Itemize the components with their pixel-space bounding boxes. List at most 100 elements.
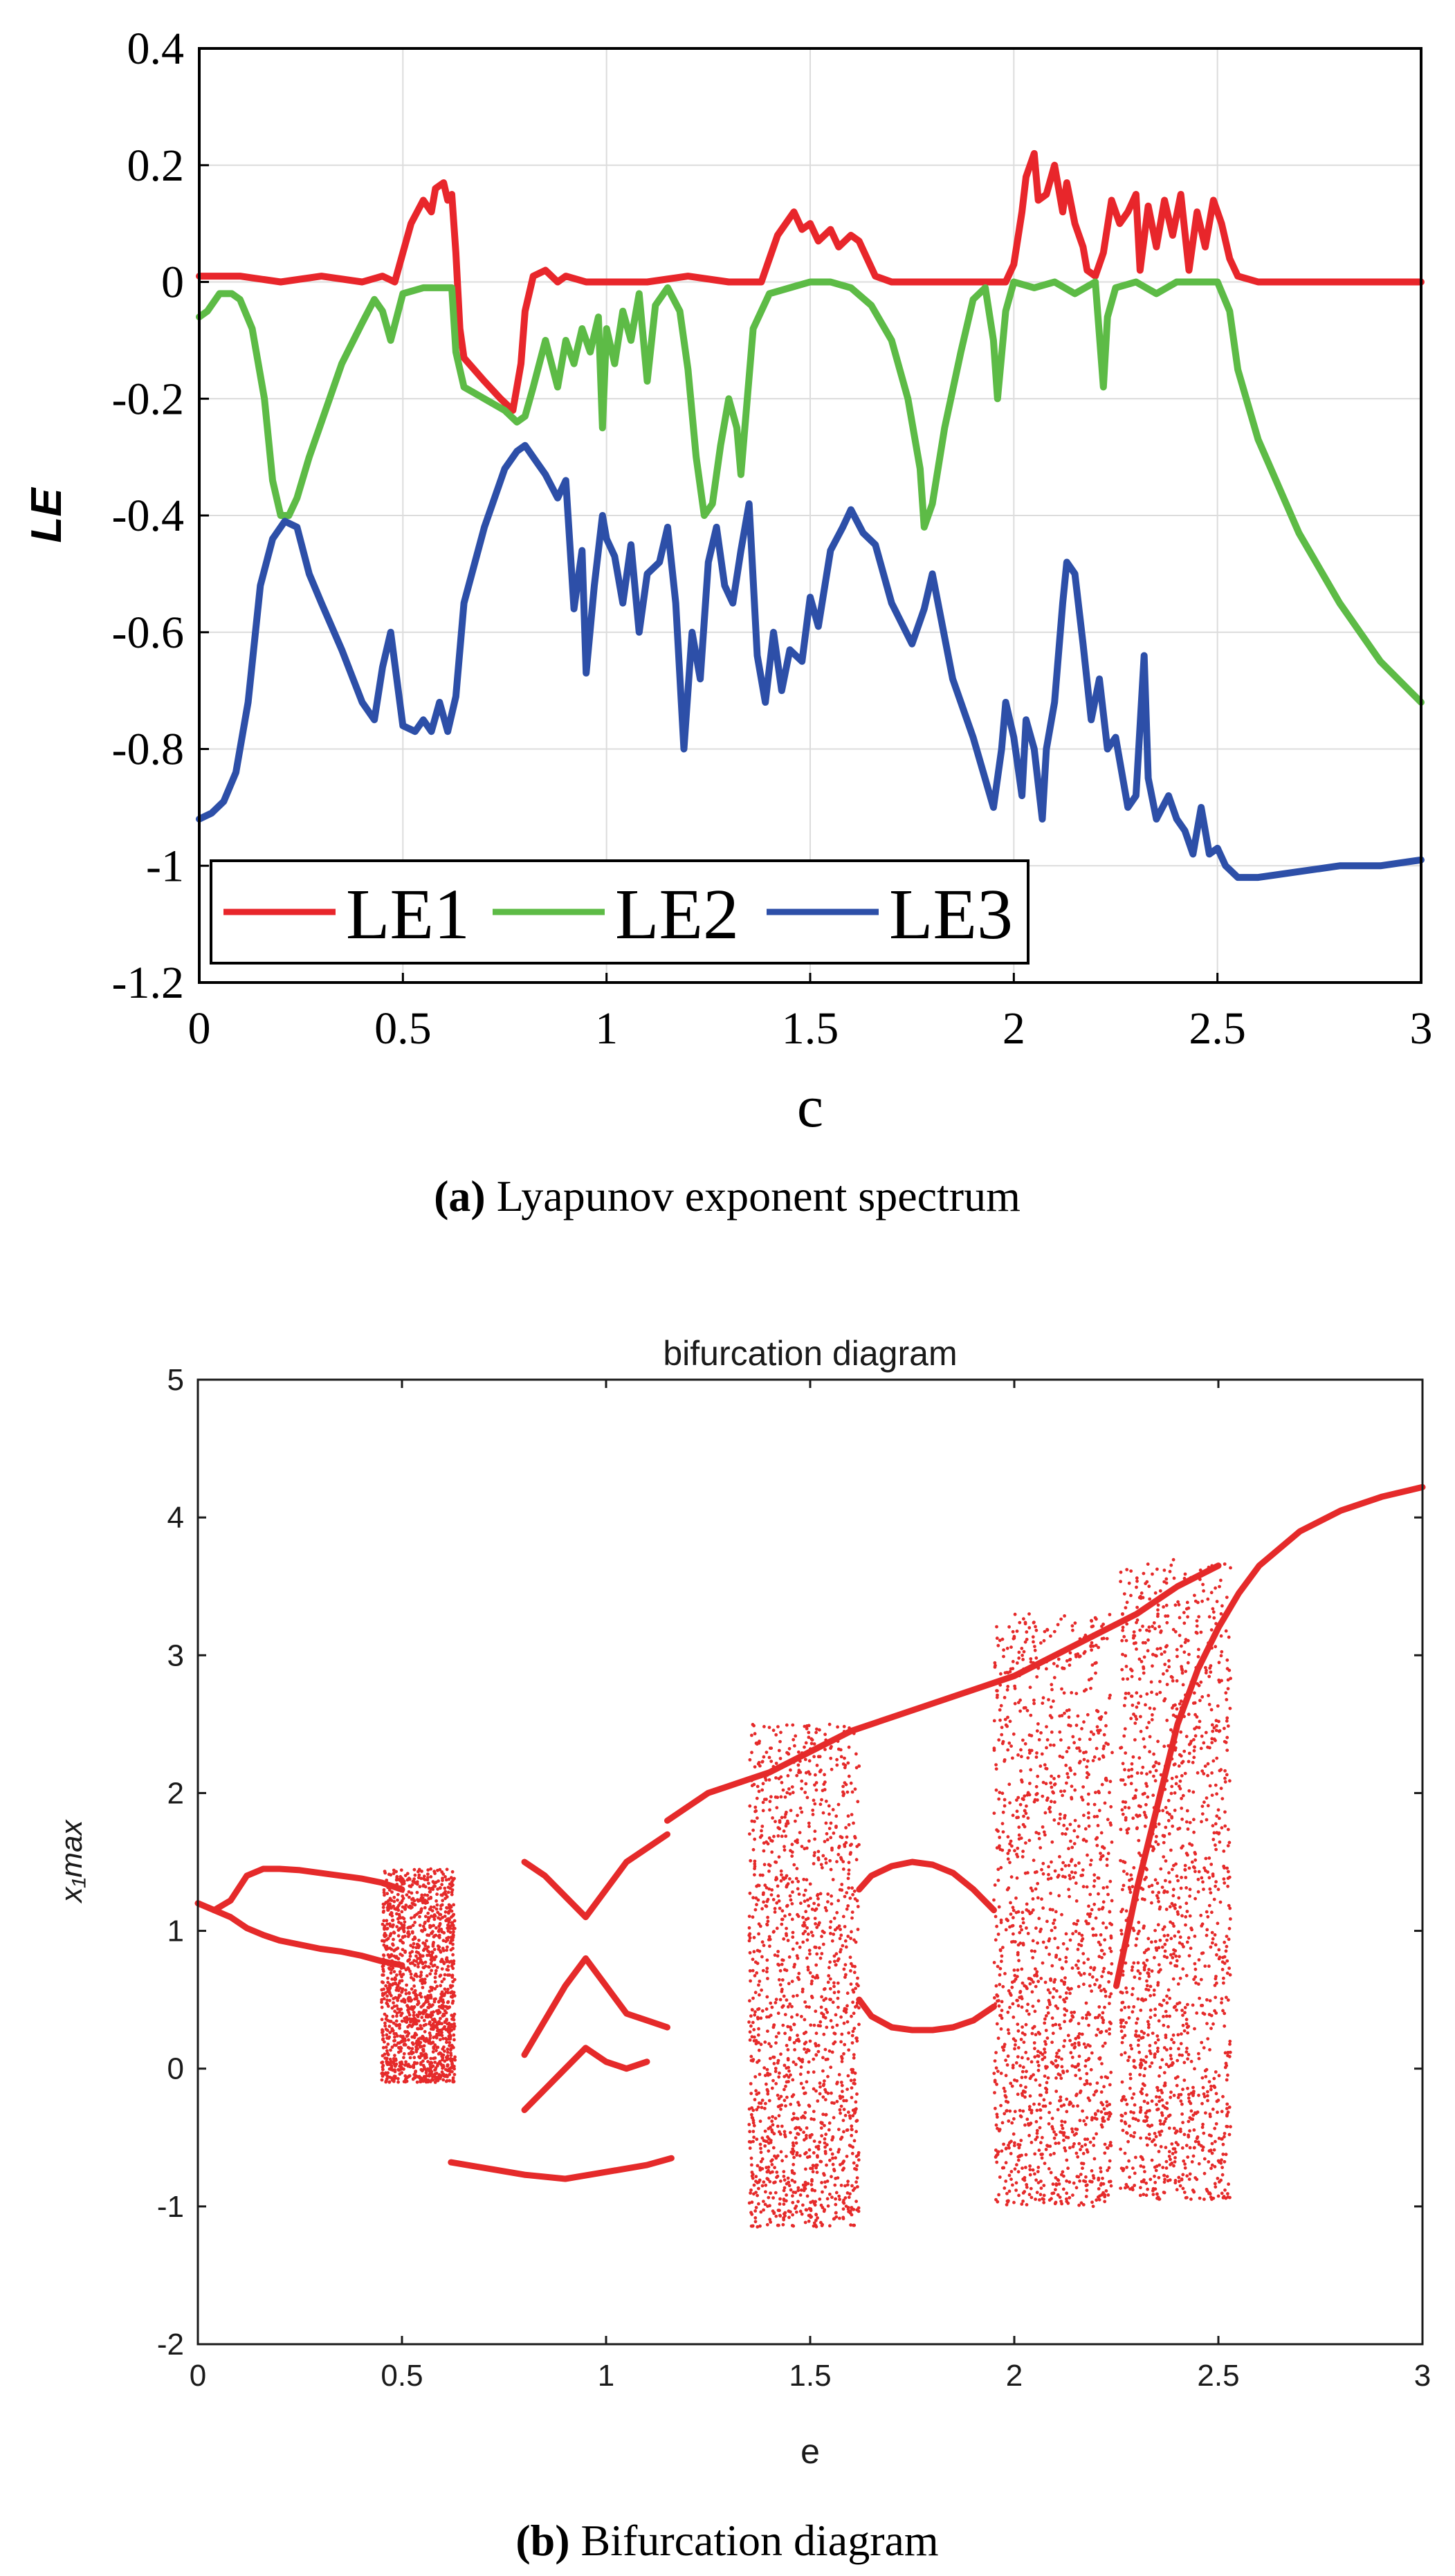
- bifurcation-point: [785, 2043, 789, 2047]
- bifurcation-point: [1139, 1730, 1143, 1733]
- bifurcation-point: [756, 1898, 760, 1902]
- bifurcation-point: [1136, 2119, 1140, 2123]
- bifurcation-point: [1002, 2045, 1006, 2049]
- bifurcation-point: [1059, 2099, 1063, 2103]
- bifurcation-point: [790, 1850, 794, 1854]
- bifurcation-point: [1058, 1730, 1062, 1734]
- bifurcation-point: [844, 1782, 848, 1787]
- bifurcation-point: [1047, 2110, 1051, 2114]
- bifurcation-point: [776, 2223, 780, 2227]
- bifurcation-point: [761, 1782, 765, 1786]
- bifurcation-point: [754, 2038, 758, 2043]
- bifurcation-point: [785, 1933, 789, 1937]
- bifurcation-point: [1036, 1941, 1039, 1945]
- bifurcation-point: [1108, 1921, 1112, 1926]
- bifurcation-point: [451, 1942, 455, 1946]
- bifurcation-point: [421, 2034, 425, 2038]
- bifurcation-point: [998, 1791, 1002, 1795]
- bifurcation-point: [1009, 1993, 1013, 1997]
- bifurcation-point: [850, 2041, 854, 2045]
- bifurcation-point: [1122, 2025, 1126, 2029]
- bifurcation-point: [1197, 1870, 1201, 1874]
- bifurcation-point: [1057, 2049, 1061, 2053]
- bifurcation-point: [383, 1871, 387, 1875]
- bifurcation-point: [1074, 1899, 1079, 1903]
- bifurcation-point: [1009, 1645, 1013, 1650]
- bifurcation-point: [404, 1968, 408, 1972]
- bifurcation-point: [1059, 2027, 1063, 2030]
- bifurcation-point: [1227, 1937, 1231, 1942]
- bifurcation-point: [1021, 1855, 1025, 1858]
- bifurcation-point: [384, 1984, 387, 1988]
- bifurcation-point: [1096, 1876, 1100, 1880]
- bifurcation-point: [441, 2078, 446, 2082]
- bifurcation-point: [392, 2043, 396, 2047]
- bifurcation-point: [816, 2144, 821, 2148]
- bifurcation-point: [803, 1899, 807, 1903]
- bifurcation-point: [1045, 2036, 1050, 2040]
- bifurcation-point: [1210, 1793, 1214, 1798]
- bifurcation-point: [840, 2060, 844, 2063]
- bifurcation-point: [1080, 2032, 1084, 2036]
- bifurcation-point: [451, 1980, 455, 1984]
- bifurcation-point: [401, 1882, 405, 1886]
- bifurcation-point: [756, 2040, 760, 2045]
- bifurcation-point: [810, 2166, 814, 2171]
- bifurcation-point: [1223, 1940, 1227, 1944]
- bifurcation-point: [1021, 1849, 1025, 1854]
- bifurcation-point: [1187, 2177, 1191, 2182]
- bifurcation-point: [437, 2052, 441, 2056]
- bifurcation-point: [830, 1767, 834, 1771]
- bifurcation-point: [435, 2026, 439, 2030]
- bifurcation-point: [751, 2020, 755, 2025]
- bifurcation-point: [776, 1826, 780, 1829]
- bifurcation-point: [1146, 2033, 1150, 2037]
- bifurcation-point: [783, 2013, 787, 2017]
- bifurcation-point: [1044, 2014, 1048, 2018]
- bifurcation-point: [1049, 2153, 1052, 2157]
- bifurcation-point: [1021, 2166, 1024, 2171]
- bifurcation-point: [440, 2053, 443, 2056]
- bifurcation-point: [1016, 1753, 1020, 1757]
- bifurcation-point: [1087, 1811, 1090, 1815]
- bifurcation-point: [996, 1867, 1000, 1872]
- bifurcation-point: [1037, 1831, 1041, 1836]
- bifurcation-point: [1068, 1663, 1072, 1668]
- bifurcation-point: [1084, 1919, 1088, 1924]
- bifurcation-point: [421, 1896, 424, 1900]
- bifurcation-point: [1207, 1641, 1210, 1645]
- bifurcation-point: [856, 1800, 860, 1804]
- bifurcation-point: [797, 2103, 801, 2107]
- bifurcation-point: [854, 1940, 858, 1944]
- bifurcation-point: [1144, 1782, 1148, 1786]
- bifurcation-point: [807, 1759, 812, 1763]
- bifurcation-point: [1196, 1890, 1200, 1894]
- bifurcation-point: [1062, 2045, 1065, 2048]
- bifurcation-point: [380, 2072, 384, 2076]
- bifurcation-point: [789, 1768, 792, 1772]
- bifurcation-point: [1013, 1612, 1017, 1616]
- bifurcation-point: [996, 1964, 1000, 1968]
- bifurcation-point: [1150, 1901, 1153, 1905]
- bifurcation-point: [807, 2148, 812, 2152]
- bifurcation-point: [848, 2116, 852, 2120]
- bifurcation-point: [1052, 2136, 1056, 2140]
- bifurcation-point: [1078, 1642, 1081, 1646]
- bifurcation-point: [1127, 1692, 1131, 1695]
- bifurcation-point: [783, 2031, 787, 2036]
- bifurcation-point: [780, 2124, 784, 2128]
- bifurcation-point: [434, 1926, 438, 1930]
- bifurcation-point: [1014, 1940, 1017, 1944]
- bifurcation-point: [831, 2156, 834, 2160]
- bifurcation-point: [1030, 1949, 1034, 1953]
- bifurcation-point: [803, 1930, 807, 1933]
- bifurcation-point: [432, 2073, 436, 2077]
- bifurcation-point: [390, 2064, 394, 2068]
- bifurcation-point: [1168, 2014, 1171, 2018]
- bifurcation-point: [1024, 1985, 1028, 1989]
- bifurcation-point: [1000, 1954, 1004, 1958]
- bifurcation-point: [854, 2100, 858, 2104]
- bifurcation-point: [788, 1894, 792, 1898]
- bifurcation-point: [410, 1931, 414, 1935]
- bifurcation-point: [447, 2025, 450, 2029]
